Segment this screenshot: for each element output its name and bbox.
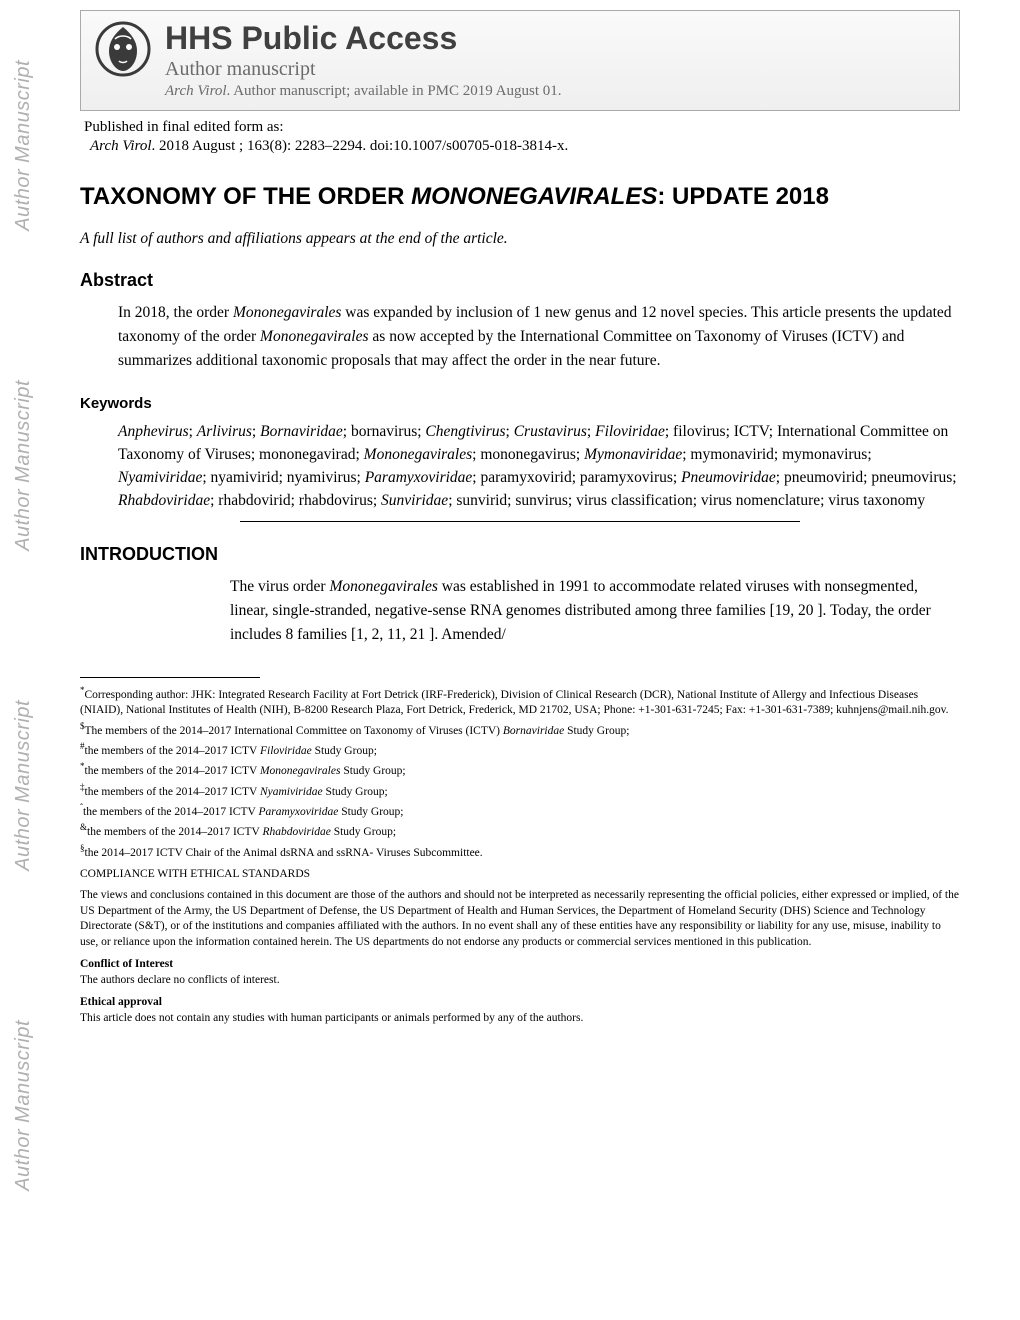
abstract-seg: In 2018, the order bbox=[118, 304, 233, 321]
footnote-text: the 2014–2017 ICTV Chair of the Animal d… bbox=[85, 846, 483, 858]
published-label: Published in final edited form as: bbox=[84, 119, 960, 136]
footnote-lines: $The members of the 2014–2017 Internatio… bbox=[80, 720, 960, 861]
keywords-seg: ; bbox=[587, 423, 595, 440]
footnote-ital: Rhabdoviridae bbox=[262, 826, 330, 838]
footnote-text: the members of the 2014–2017 ICTV bbox=[83, 806, 258, 818]
footnote-ital: Bornaviridae bbox=[503, 724, 564, 736]
conflict-of-interest-body: The authors declare no conflicts of inte… bbox=[80, 973, 960, 989]
keywords-seg: ; bbox=[252, 423, 260, 440]
citation-journal: Arch Virol bbox=[90, 138, 152, 154]
keywords-seg: ; bbox=[189, 423, 197, 440]
footnote-line: ˆthe members of the 2014–2017 ICTV Param… bbox=[80, 801, 960, 820]
page-content: HHS Public Access Author manuscript Arch… bbox=[80, 0, 960, 1027]
keywords-heading: Keywords bbox=[80, 395, 960, 412]
title-pre: TAXONOMY OF THE ORDER bbox=[80, 183, 411, 210]
availability-text: . Author manuscript; available in PMC 20… bbox=[227, 83, 562, 99]
keywords-seg: Bornaviridae bbox=[260, 423, 343, 440]
keywords-rule bbox=[240, 521, 800, 522]
citation-rest: . 2018 August ; 163(8): 2283–2294. doi:1… bbox=[152, 138, 569, 154]
compliance-heading: COMPLIANCE WITH ETHICAL STANDARDS bbox=[80, 867, 960, 883]
title-ital: MONONEGAVIRALES bbox=[411, 183, 657, 210]
footnote-text: Study Group; bbox=[564, 724, 629, 736]
footnote-ital: Mononegavirales bbox=[260, 765, 340, 777]
keywords-seg: Rhabdoviridae bbox=[118, 492, 210, 509]
article-title: TAXONOMY OF THE ORDER MONONEGAVIRALES: U… bbox=[80, 181, 960, 213]
header-banner: HHS Public Access Author manuscript Arch… bbox=[80, 10, 960, 111]
keywords-body: Anphevirus; Arlivirus; Bornaviridae; bor… bbox=[118, 420, 960, 513]
footnote-text: the members of the 2014–2017 ICTV bbox=[85, 765, 260, 777]
sidebar-watermark: Author Manuscript bbox=[12, 700, 35, 871]
author-manuscript-label: Author manuscript bbox=[165, 58, 945, 81]
abstract-seg: Mononegavirales bbox=[260, 328, 368, 345]
keywords-seg: Crustavirus bbox=[514, 423, 587, 440]
keywords-seg: ; mononegavirus; bbox=[472, 446, 584, 463]
introduction-heading: INTRODUCTION bbox=[80, 544, 960, 565]
introduction-body: The virus order Mononegavirales was esta… bbox=[230, 575, 960, 647]
brand-title: HHS Public Access bbox=[165, 21, 945, 56]
footnotes: *Corresponding author: JHK: Integrated R… bbox=[80, 684, 960, 1027]
sidebar-watermark: Author Manuscript bbox=[12, 1020, 35, 1191]
author-list-note: A full list of authors and affiliations … bbox=[80, 230, 960, 248]
footnote-line: *the members of the 2014–2017 ICTV Monon… bbox=[80, 760, 960, 779]
footnote-ital: Filoviridae bbox=[260, 745, 312, 757]
keywords-seg: ; pneumovirid; pneumovirus; bbox=[776, 469, 957, 486]
ethical-approval-heading: Ethical approval bbox=[80, 995, 960, 1011]
footnote-line: §the 2014–2017 ICTV Chair of the Animal … bbox=[80, 842, 960, 861]
sidebar-watermark: Author Manuscript bbox=[12, 60, 35, 231]
keywords-seg: ; mymonavirid; mymonavirus; bbox=[682, 446, 871, 463]
footnote-text: Study Group; bbox=[323, 785, 388, 797]
keywords-seg: Anphevirus bbox=[118, 423, 189, 440]
corresponding-text: Corresponding author: JHK: Integrated Re… bbox=[80, 689, 949, 717]
keywords-seg: ; bornavirus; bbox=[343, 423, 426, 440]
corresponding-author-note: *Corresponding author: JHK: Integrated R… bbox=[80, 684, 960, 719]
keywords-seg: Mymonaviridae bbox=[584, 446, 682, 463]
footnote-text: Study Group; bbox=[340, 765, 405, 777]
keywords-seg: ; nyamivirid; nyamivirus; bbox=[202, 469, 364, 486]
keywords-seg: Mononegavirales bbox=[364, 446, 472, 463]
footnote-line: &the members of the 2014–2017 ICTV Rhabd… bbox=[80, 821, 960, 840]
keywords-seg: ; sunvirid; sunvirus; virus classificati… bbox=[448, 492, 925, 509]
ethical-approval-body: This article does not contain any studie… bbox=[80, 1011, 960, 1027]
keywords-seg: Paramyxoviridae bbox=[365, 469, 473, 486]
footnote-rule bbox=[80, 677, 260, 678]
keywords-seg: ; bbox=[506, 423, 514, 440]
abstract-body: In 2018, the order Mononegavirales was e… bbox=[118, 301, 960, 373]
footnote-line: #the members of the 2014–2017 ICTV Filov… bbox=[80, 740, 960, 759]
disclaimer-text: The views and conclusions contained in t… bbox=[80, 888, 960, 950]
keywords-seg: ; paramyxovirid; paramyxovirus; bbox=[472, 469, 681, 486]
footnote-text: The members of the 2014–2017 Internation… bbox=[85, 724, 503, 736]
footnote-text: Study Group; bbox=[312, 745, 377, 757]
conflict-of-interest-heading: Conflict of Interest bbox=[80, 957, 960, 973]
intro-seg: The virus order bbox=[230, 578, 329, 595]
title-post: : UPDATE 2018 bbox=[657, 183, 829, 210]
keywords-seg: Nyamiviridae bbox=[118, 469, 202, 486]
keywords-seg: Filoviridae bbox=[595, 423, 665, 440]
intro-seg: Mononegavirales bbox=[329, 578, 437, 595]
keywords-seg: Chengtivirus bbox=[425, 423, 505, 440]
footnote-text: the members of the 2014–2017 ICTV bbox=[85, 745, 260, 757]
footnote-text: Study Group; bbox=[338, 806, 403, 818]
keywords-seg: Arlivirus bbox=[197, 423, 252, 440]
footnote-text: the members of the 2014–2017 ICTV bbox=[85, 785, 260, 797]
sidebar-watermark: Author Manuscript bbox=[12, 380, 35, 551]
footnote-line: ‡the members of the 2014–2017 ICTV Nyami… bbox=[80, 781, 960, 800]
keywords-seg: ; rhabdovirid; rhabdovirus; bbox=[210, 492, 381, 509]
hhs-logo-icon bbox=[95, 21, 151, 77]
keywords-seg: Sunviridae bbox=[381, 492, 448, 509]
footnote-line: $The members of the 2014–2017 Internatio… bbox=[80, 720, 960, 739]
footnote-ital: Nyamiviridae bbox=[260, 785, 323, 797]
footnote-ital: Paramyxoviridae bbox=[258, 806, 338, 818]
footnote-sup: & bbox=[80, 822, 87, 832]
abstract-heading: Abstract bbox=[80, 270, 960, 291]
citation: Arch Virol. 2018 August ; 163(8): 2283–2… bbox=[90, 138, 960, 155]
keywords-seg: Pneumoviridae bbox=[681, 469, 776, 486]
journal-abbrev: Arch Virol bbox=[165, 83, 227, 99]
footnote-text: Study Group; bbox=[331, 826, 396, 838]
header-titles: HHS Public Access Author manuscript Arch… bbox=[165, 21, 945, 100]
journal-availability: Arch Virol. Author manuscript; available… bbox=[165, 83, 945, 100]
footnote-text: the members of the 2014–2017 ICTV bbox=[87, 826, 262, 838]
abstract-seg: Mononegavirales bbox=[233, 304, 341, 321]
